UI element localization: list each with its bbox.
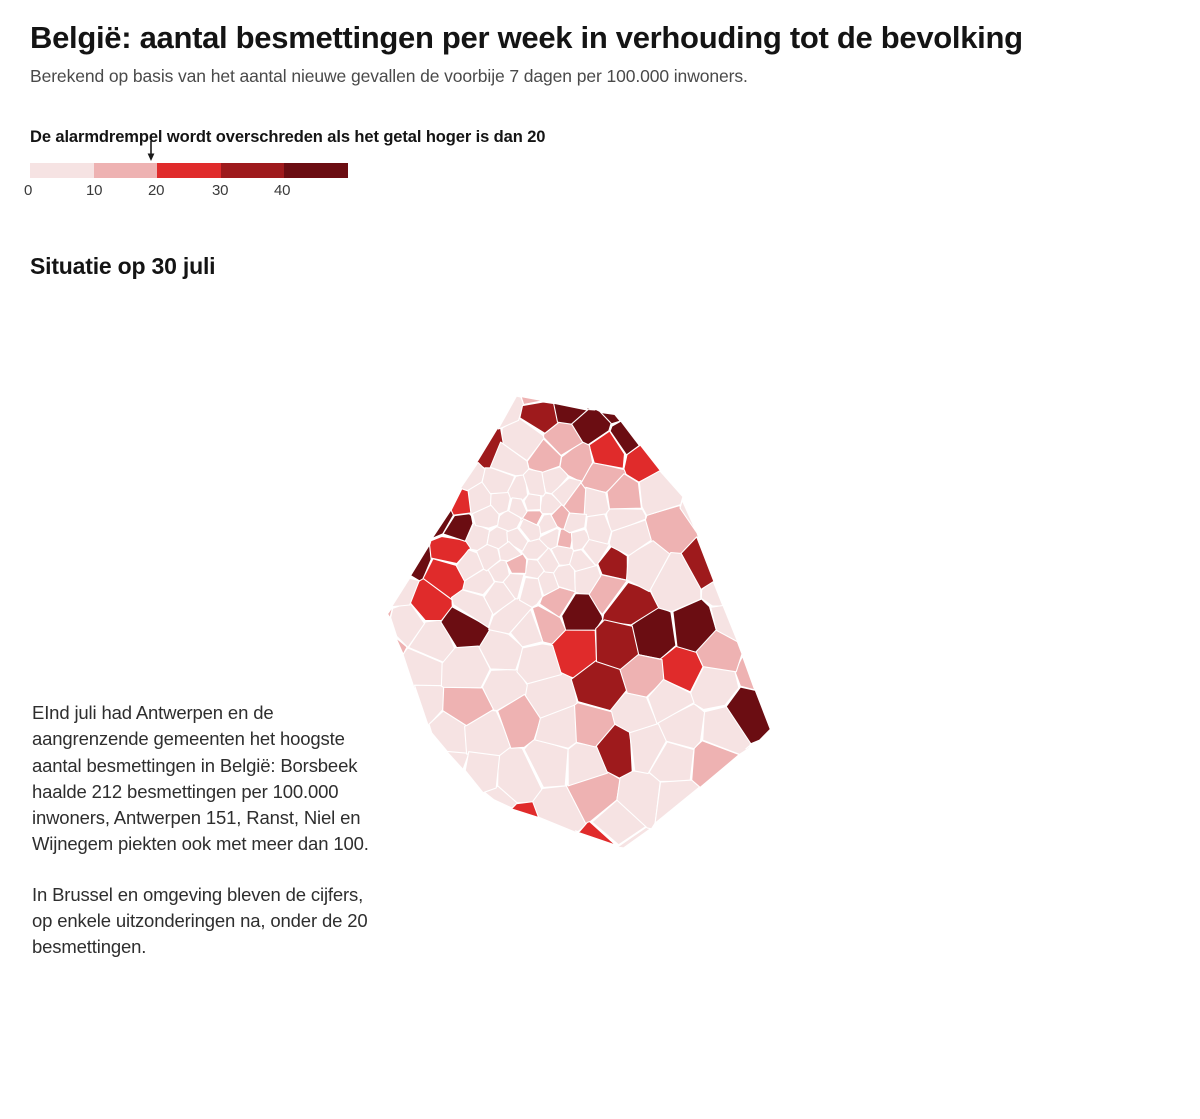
municipality-area bbox=[481, 467, 516, 495]
municipality-area bbox=[518, 576, 543, 608]
municipality-area bbox=[450, 589, 494, 629]
municipality-area bbox=[638, 470, 684, 517]
municipality-area bbox=[450, 487, 472, 516]
legend-tick-10: 10 bbox=[86, 182, 103, 199]
municipality-area bbox=[508, 497, 528, 520]
municipality-area bbox=[588, 430, 626, 469]
municipality-area bbox=[534, 704, 577, 749]
municipality-area bbox=[595, 619, 640, 671]
municipality-area bbox=[390, 601, 426, 649]
annotation-paragraph-2: In Brussel en omgeving bleven de cijfers… bbox=[32, 883, 368, 958]
municipality-area bbox=[609, 420, 640, 456]
legend-band-4 bbox=[284, 163, 348, 178]
municipality-area bbox=[700, 579, 724, 607]
legend-bar-wrap: 0 10 20 30 40 bbox=[24, 141, 348, 204]
municipality-area bbox=[390, 577, 420, 609]
municipality-area bbox=[510, 801, 540, 819]
municipality-area bbox=[471, 504, 500, 529]
municipality-area bbox=[505, 553, 528, 574]
municipality-area bbox=[497, 693, 542, 749]
municipality-area bbox=[553, 402, 589, 425]
municipality-area bbox=[509, 608, 544, 648]
municipality-area bbox=[574, 830, 579, 833]
down-arrow-icon bbox=[147, 141, 155, 161]
legend-tick-20: 20 bbox=[148, 182, 165, 199]
municipality-area bbox=[550, 503, 570, 530]
municipality-area bbox=[518, 518, 542, 542]
municipality-area bbox=[570, 528, 592, 552]
legend-tick-40: 40 bbox=[274, 182, 291, 199]
municipality-area bbox=[561, 593, 604, 631]
municipality-area bbox=[605, 507, 647, 534]
municipality-area bbox=[725, 686, 771, 745]
municipality-area bbox=[489, 441, 530, 477]
municipality-area bbox=[606, 473, 642, 510]
municipality-area bbox=[576, 821, 619, 847]
header: België: aantal besmettingen per week in … bbox=[30, 20, 1170, 87]
legend-band-2 bbox=[157, 163, 221, 178]
legend-color-bar bbox=[30, 163, 348, 178]
municipality-area bbox=[386, 606, 393, 619]
municipality-area bbox=[628, 723, 667, 775]
municipality-area bbox=[608, 519, 652, 557]
municipality-area bbox=[551, 477, 582, 507]
municipality-area bbox=[464, 751, 501, 794]
municipality-area bbox=[648, 741, 695, 783]
municipality-area bbox=[691, 740, 740, 790]
municipality-area bbox=[537, 527, 560, 550]
annotation-text: EInd juli had Antwerpen en de aangrenzen… bbox=[32, 700, 377, 960]
annotation-paragraph-1: EInd juli had Antwerpen en de aangrenzen… bbox=[32, 702, 369, 855]
municipality-area bbox=[429, 535, 472, 565]
municipality-area bbox=[516, 643, 563, 685]
legend-band-1 bbox=[93, 163, 158, 178]
municipality-area bbox=[647, 678, 695, 725]
legend: De alarmdrempel wordt overschreden als h… bbox=[24, 128, 550, 204]
legend-ticks: 0 10 20 30 40 bbox=[24, 182, 348, 204]
municipality-area bbox=[483, 581, 516, 616]
page-title: België: aantal besmettingen per week in … bbox=[30, 20, 1023, 55]
municipality-area bbox=[585, 513, 613, 545]
belgium-choropleth-map bbox=[60, 230, 1140, 1110]
legend-tick-0: 0 bbox=[24, 182, 33, 199]
municipality-area bbox=[440, 645, 491, 689]
municipality-area bbox=[520, 396, 544, 406]
legend-band-3 bbox=[220, 163, 285, 178]
page-subtitle: Berekend op basis van het aantal nieuwe … bbox=[30, 65, 748, 86]
municipality-area bbox=[506, 527, 530, 553]
situation-label: Situatie op 30 juli bbox=[30, 253, 216, 279]
municipality-area bbox=[523, 492, 542, 511]
municipality-area bbox=[536, 547, 560, 574]
map-svg bbox=[386, 395, 771, 849]
legend-tick-30: 30 bbox=[212, 182, 229, 199]
legend-band-0 bbox=[30, 163, 94, 178]
municipality-area bbox=[690, 665, 740, 711]
municipality-area bbox=[559, 441, 594, 483]
municipality-area bbox=[445, 750, 470, 770]
municipality-layer bbox=[386, 395, 771, 849]
municipality-area bbox=[654, 779, 701, 824]
municipality-area bbox=[695, 629, 743, 673]
municipality-area bbox=[431, 509, 454, 540]
legend-title: De alarmdrempel wordt overschreden als h… bbox=[30, 128, 546, 146]
